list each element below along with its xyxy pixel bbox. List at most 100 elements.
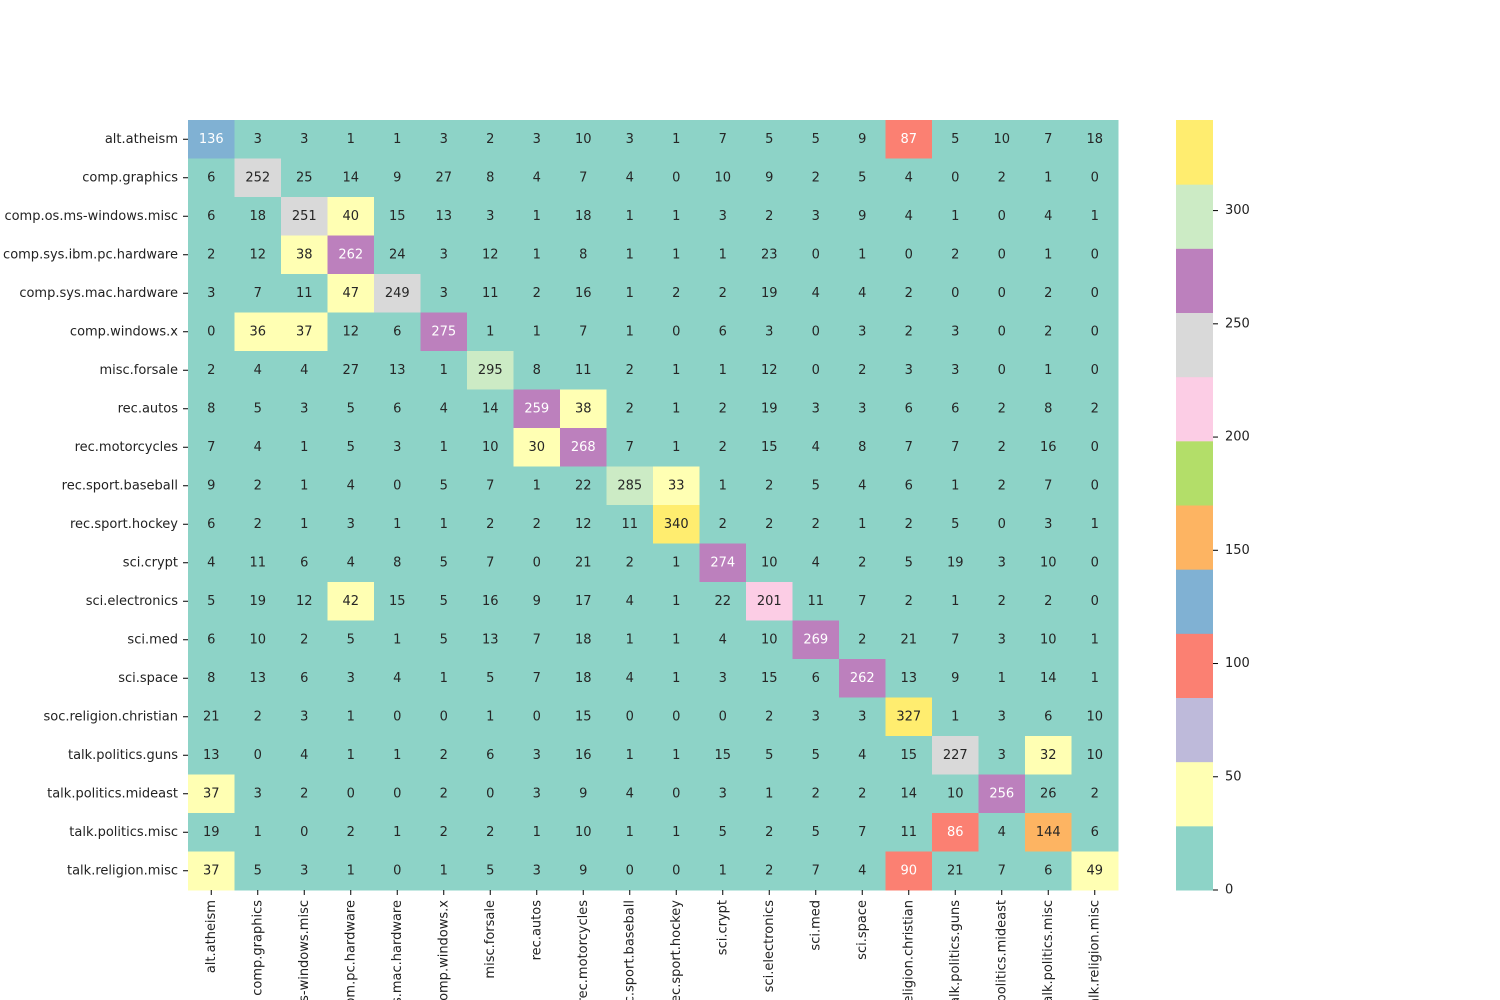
heatmap-cell (653, 774, 700, 814)
heatmap-cell (978, 659, 1026, 698)
heatmap-cell (606, 312, 654, 352)
colorbar-band (1176, 633, 1213, 698)
heatmap-cell (560, 428, 607, 467)
cell-label: 1 (672, 363, 680, 378)
cell-label: 3 (533, 132, 541, 147)
cell-label: 1 (347, 863, 355, 878)
cell-label: 38 (296, 247, 313, 262)
heatmap-cell (467, 235, 514, 275)
heatmap-cell (1025, 428, 1072, 467)
cell-label: 14 (900, 786, 917, 801)
heatmap-cell (699, 851, 747, 891)
cell-label: 6 (393, 401, 401, 416)
cell-label: 0 (393, 478, 401, 493)
cell-label: 1 (1091, 632, 1099, 647)
cell-label: 2 (347, 825, 355, 840)
cell-label: 1 (1044, 170, 1052, 185)
cell-label: 12 (296, 594, 313, 609)
cell-label: 0 (998, 209, 1006, 224)
cell-label: 1 (998, 671, 1006, 686)
cell-label: 2 (626, 401, 634, 416)
cell-label: 13 (389, 363, 406, 378)
cell-label: 3 (254, 132, 262, 147)
heatmap-cell (699, 697, 747, 737)
heatmap-cell (234, 543, 282, 583)
heatmap-cell (885, 389, 933, 429)
heatmap-cell (327, 197, 375, 236)
heatmap-cell (467, 158, 514, 198)
heatmap-cell (653, 813, 700, 852)
cell-label: 4 (905, 209, 913, 224)
heatmap-cell (653, 197, 700, 236)
cell-label: 11 (807, 594, 824, 609)
heatmap-cell (467, 659, 514, 698)
x-tick-label: comp.sys.mac.hardware (390, 900, 405, 1000)
x-tick-label: rec.autos (529, 900, 544, 961)
heatmap-cell (188, 466, 235, 506)
heatmap-cell (839, 659, 886, 698)
cell-label: 0 (998, 517, 1006, 532)
cell-label: 0 (951, 170, 959, 185)
heatmap-cell (792, 774, 840, 814)
cell-label: 1 (393, 632, 401, 647)
cell-label: 13 (203, 748, 220, 763)
cell-label: 1 (672, 555, 680, 570)
cell-label: 3 (300, 709, 308, 724)
heatmap-cell (746, 351, 793, 390)
heatmap-cell (327, 466, 375, 506)
cell-label: 1 (393, 825, 401, 840)
heatmap-cell (699, 659, 747, 698)
heatmap-cell (606, 120, 654, 159)
cell-label: 3 (905, 363, 913, 378)
heatmap-cell (327, 813, 375, 852)
cell-label: 268 (571, 440, 596, 455)
heatmap-cell (978, 274, 1026, 313)
cell-label: 2 (254, 478, 262, 493)
cell-label: 19 (761, 401, 778, 416)
cell-label: 2 (905, 517, 913, 532)
cell-label: 1 (626, 825, 634, 840)
heatmap-cell (653, 158, 700, 198)
heatmap-cell (234, 466, 282, 506)
heatmap-cell (513, 235, 561, 275)
cell-label: 5 (440, 478, 448, 493)
cell-label: 3 (533, 748, 541, 763)
cell-label: 2 (626, 363, 634, 378)
cell-label: 7 (1044, 132, 1052, 147)
cell-label: 1 (1091, 671, 1099, 686)
heatmap-cell (513, 736, 561, 775)
heatmap-cell (513, 274, 561, 313)
heatmap-cell (792, 851, 840, 891)
cell-label: 1 (858, 517, 866, 532)
cell-label: 4 (626, 671, 634, 686)
heatmap-cell (420, 543, 468, 583)
cell-label: 5 (254, 401, 262, 416)
cell-label: 21 (203, 709, 220, 724)
cell-label: 2 (998, 170, 1006, 185)
cell-label: 4 (812, 555, 820, 570)
heatmap-cell (1025, 851, 1072, 891)
heatmap-cell (839, 813, 886, 852)
cell-label: 15 (575, 709, 592, 724)
heatmap-cell (839, 582, 886, 621)
heatmap-cell (932, 274, 979, 313)
y-tick-label: rec.autos (118, 401, 179, 416)
cell-label: 3 (951, 324, 959, 339)
heatmap-cell (513, 774, 561, 814)
heatmap-cell (1025, 197, 1072, 236)
cell-label: 8 (486, 170, 494, 185)
cell-label: 4 (998, 825, 1006, 840)
heatmap-cell (1071, 158, 1119, 198)
heatmap-cell (699, 813, 747, 852)
heatmap-cell (932, 851, 979, 891)
cell-label: 15 (714, 748, 731, 763)
heatmap-cell (1025, 813, 1072, 852)
cell-label: 3 (1044, 517, 1052, 532)
cell-label: 42 (342, 594, 359, 609)
heatmap-cell (374, 428, 421, 467)
cell-label: 8 (393, 555, 401, 570)
heatmap-cell (1025, 235, 1072, 275)
cell-label: 10 (249, 632, 266, 647)
heatmap-cell (885, 620, 933, 660)
heatmap-cell (281, 736, 328, 775)
